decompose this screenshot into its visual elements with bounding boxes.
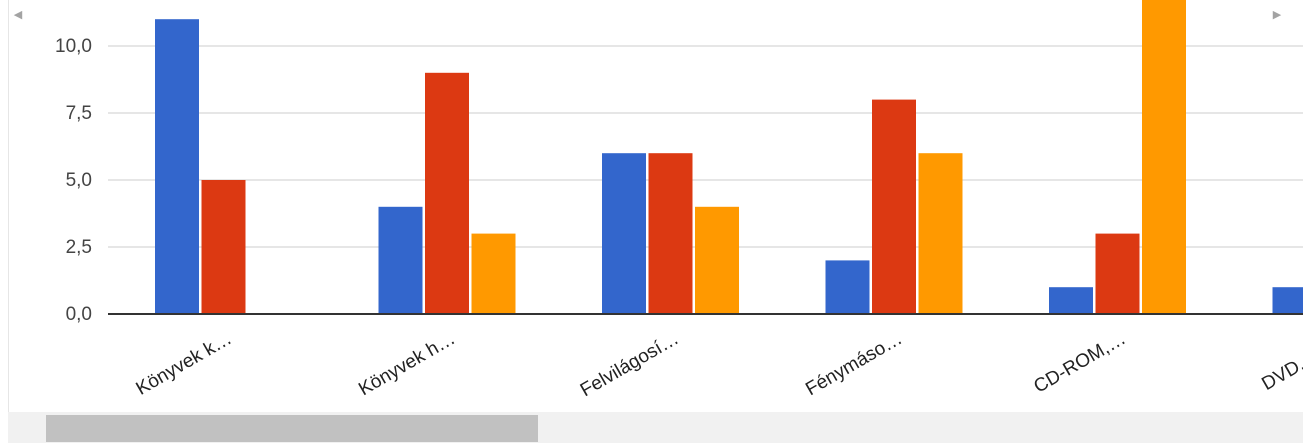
y-tick-label: 7,5: [66, 103, 92, 124]
bar: [155, 19, 199, 314]
bar: [695, 206, 739, 314]
bar: [471, 233, 516, 314]
bar: [872, 99, 916, 314]
bar: [1049, 287, 1093, 314]
chart-area: 0,0 2,5 5,0 7,5 10,0 Könyvek k… Könyvek h… Felv…: [55, 0, 1303, 401]
bar: [1142, 0, 1186, 315]
bar: [602, 153, 646, 314]
x-tick-label: Könyvek h…: [355, 328, 459, 400]
bar-chart: 0,0 2,5 5,0 7,5 10,0 Könyvek k… Könyvek h… Felv…: [55, 0, 1303, 401]
bar: [378, 206, 423, 314]
y-tick-label: 0,0: [66, 304, 92, 325]
bar: [1272, 287, 1303, 314]
y-tick-label: 10,0: [55, 36, 92, 57]
scroll-left-arrow-icon[interactable]: ◀: [13, 9, 23, 21]
y-tick-label: 2,5: [66, 237, 92, 258]
x-tick-label: DVD, CD…: [1258, 328, 1303, 395]
x-tick-label: Könyvek k…: [133, 328, 236, 400]
scroll-right-arrow-icon[interactable]: ▶: [1272, 9, 1282, 21]
bar: [918, 153, 963, 314]
bar: [425, 72, 469, 314]
scrollbar-thumb[interactable]: [46, 415, 538, 442]
horizontal-scrollbar[interactable]: [8, 412, 1303, 443]
bar: [648, 153, 693, 314]
chart-left-border: [8, 0, 9, 412]
x-tick-label: Fénymáso…: [802, 328, 906, 400]
y-tick-label: 5,0: [66, 170, 92, 191]
bar: [825, 260, 870, 314]
bar: [1095, 233, 1140, 314]
x-tick-label: Felvilágosí…: [577, 328, 683, 401]
bar: [201, 180, 246, 314]
x-tick-label: CD-ROM,…: [1030, 328, 1129, 397]
